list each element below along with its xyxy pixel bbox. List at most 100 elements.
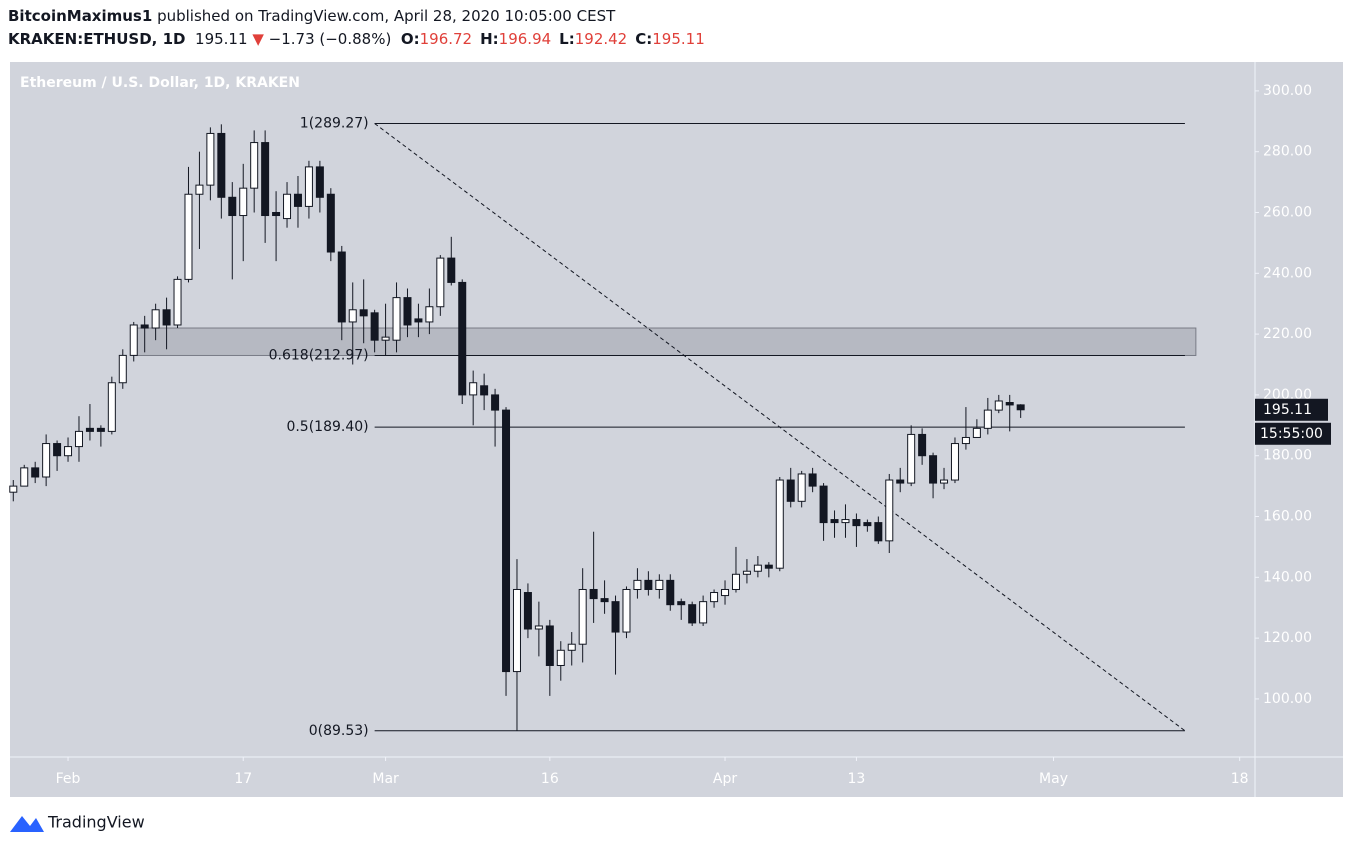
candle-body: [129, 324, 138, 356]
candle-body: [447, 257, 456, 283]
candle-body: [1016, 404, 1025, 411]
candle-body: [31, 467, 40, 478]
candle-body: [611, 601, 620, 633]
quote-line: KRAKEN:ETHUSD, 1D 195.11 ▼ −1.73 (−0.88%…: [8, 30, 713, 48]
candle-body: [9, 485, 18, 493]
candle-body: [753, 564, 762, 572]
candle-body: [731, 573, 740, 590]
chart-title: Ethereum / U.S. Dollar, 1D, KRAKEN: [20, 75, 300, 91]
candle-body: [173, 278, 182, 326]
y-tick-label: 120.00: [1263, 630, 1312, 646]
ohlc-value: 195.11: [652, 30, 705, 48]
candle-body: [699, 601, 708, 624]
candle-body: [710, 592, 719, 603]
candle-body: [261, 142, 270, 217]
logo: [10, 816, 44, 832]
candle-body: [961, 436, 970, 445]
candle-body: [64, 446, 73, 457]
candle-body: [578, 588, 587, 645]
author: BitcoinMaximus1: [8, 7, 153, 25]
candle-body: [841, 519, 850, 524]
candle-body: [293, 193, 302, 207]
candle-body: [206, 132, 215, 186]
ohlc-value: 196.94: [498, 30, 552, 48]
x-tick-label: 13: [848, 771, 866, 787]
ohlc-label: O:: [400, 30, 420, 48]
candle-body: [523, 592, 532, 630]
x-tick-label: May: [1039, 771, 1068, 787]
candle-body: [885, 479, 894, 542]
countdown-label: 15:55:00: [1260, 426, 1323, 442]
countdown-tag: [1255, 422, 1331, 445]
candle-body: [107, 382, 116, 432]
candle-body: [534, 625, 543, 630]
candle-body: [250, 142, 259, 189]
candle-body: [469, 382, 478, 396]
candle-body: [118, 354, 127, 384]
candle-body: [786, 479, 795, 502]
candle-body: [304, 166, 313, 207]
x-tick-label: Apr: [713, 771, 737, 787]
y-tick-label: 280.00: [1263, 144, 1312, 160]
x-tick-label: 18: [1231, 771, 1249, 787]
candle-body: [775, 479, 784, 569]
candle-body: [348, 309, 357, 323]
y-tick-label: 240.00: [1263, 265, 1312, 281]
price-tag: [1255, 398, 1328, 421]
last: 195.11: [195, 30, 248, 48]
candle-body: [852, 519, 861, 527]
candle-body: [20, 467, 29, 487]
candle-body: [633, 579, 642, 590]
candle-body: [644, 579, 653, 590]
candle-body: [381, 336, 390, 341]
candle-body: [74, 430, 83, 448]
zone: [133, 327, 1197, 356]
candle-body: [545, 625, 554, 666]
candle-body: [228, 196, 237, 217]
candle-body: [42, 443, 51, 478]
candle-body: [315, 166, 324, 198]
candle-body: [721, 588, 730, 597]
candle-body: [370, 312, 379, 341]
candle-body: [742, 570, 751, 575]
y-tick-label: 140.00: [1263, 569, 1312, 585]
candle-body: [950, 443, 959, 481]
candle-body: [929, 455, 938, 484]
candle-body: [184, 193, 193, 280]
change: −1.73 (−0.88%): [268, 30, 392, 48]
candle-body: [403, 297, 412, 326]
candle-body: [688, 604, 697, 624]
price-tag-label: 195.11: [1263, 402, 1312, 418]
candle-body: [436, 257, 445, 308]
candle-body: [359, 309, 368, 317]
candle-body: [283, 193, 292, 220]
candle-body: [392, 297, 401, 341]
candle-body: [512, 588, 521, 673]
y-tick-label: 300.00: [1263, 83, 1312, 99]
x-tick-label: 17: [234, 771, 252, 787]
candle-body: [677, 601, 686, 606]
candle-body: [819, 485, 828, 524]
fib-label: 1(289.27): [300, 116, 369, 132]
fib-label: 0.618(212.97): [269, 347, 369, 363]
candle-body: [940, 479, 949, 484]
candle-body: [1005, 402, 1014, 406]
candle-body: [918, 433, 927, 457]
candle-body: [567, 643, 576, 651]
fib-label: 0.5(189.40): [286, 419, 368, 435]
x-tick-label: Mar: [372, 771, 399, 787]
ohlc-value: 192.42: [574, 30, 628, 48]
candle-body: [151, 309, 160, 329]
candle-body: [53, 443, 62, 457]
candle-body: [896, 479, 905, 484]
ohlc-value: 196.72: [419, 30, 473, 48]
candle-body: [874, 522, 883, 542]
candle-body: [96, 427, 105, 432]
candle-body: [972, 427, 981, 438]
candle-body: [480, 385, 489, 396]
candle-body: [994, 400, 1003, 411]
symbol: KRAKEN:ETHUSD, 1D: [8, 30, 186, 48]
y-tick-label: 260.00: [1263, 204, 1312, 220]
